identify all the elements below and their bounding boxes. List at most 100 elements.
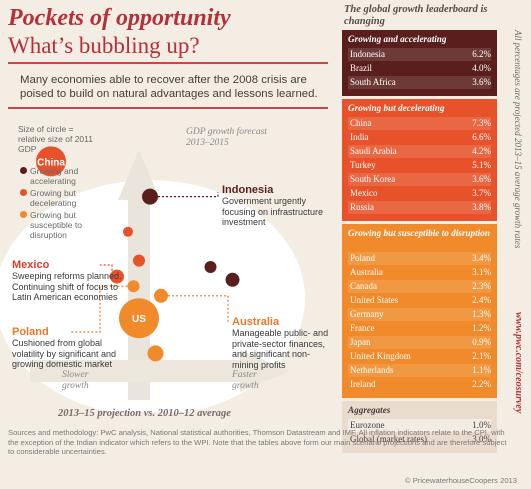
- leaderboard-value: 2.3%: [472, 281, 491, 291]
- leaderboard-row: France 1.2%: [348, 322, 491, 335]
- bubble-point-0-1: [204, 261, 217, 273]
- leaderboard-value: 6.2%: [472, 49, 491, 59]
- up-arrow-shape: [118, 150, 160, 400]
- bubble-germany: [147, 345, 164, 362]
- leaderboard-value: 3.4%: [472, 253, 491, 263]
- leaderboard-row: Germany 1.3%: [348, 308, 491, 321]
- leaderboard-value: 3.8%: [472, 202, 491, 212]
- leaderboard-value: 6.6%: [472, 132, 491, 142]
- annotation-indonesia-title: Indonesia: [222, 184, 274, 196]
- leaderboard-country: South Korea: [350, 174, 396, 184]
- leaderboard-value: 7.3%: [472, 118, 491, 128]
- leaderboard-group-header: Growing but susceptible to disruption: [348, 228, 490, 238]
- leaderboard-row: Australia 3.1%: [348, 266, 491, 279]
- leaderboard-row: Poland 3.4%: [348, 252, 491, 265]
- leaderboard-value: 3.6%: [472, 77, 491, 87]
- bubble-australia: [154, 288, 168, 303]
- leaderboard-country: Ireland: [350, 379, 376, 389]
- leaderboard-group-header: Growing but decelerating: [348, 103, 445, 113]
- leaderboard-row: Netherlands 1.1%: [348, 364, 491, 377]
- leaderboard-value: 4.0%: [472, 63, 491, 73]
- legend-dot-icon: [20, 189, 27, 196]
- leaderboard-value: 2.1%: [472, 351, 491, 361]
- title-rule: [8, 62, 328, 64]
- leader-line-australia: [168, 295, 229, 322]
- leaderboard-value: 2.4%: [472, 295, 491, 305]
- leaderboard-country: India: [350, 132, 369, 142]
- leaderboard-row: Mexico 3.7%: [348, 187, 491, 200]
- leaderboard-country: Turkey: [350, 160, 376, 170]
- leaderboard-country: France: [350, 323, 375, 333]
- leaderboard-country: Russia: [350, 202, 375, 212]
- leaderboard-country: Eurozone: [350, 420, 385, 430]
- leaderboard-row: Japan 0.9%: [348, 336, 491, 349]
- leaderboard-row: South Africa 3.6%: [348, 76, 491, 89]
- annotation-indonesia-body: Government urgently focusing on infrastr…: [222, 196, 324, 227]
- legend-dot-icon: [20, 211, 27, 218]
- leaderboard-row: South Korea 3.6%: [348, 173, 491, 186]
- page-subtitle: What’s bubbling up?: [8, 33, 200, 58]
- leaderboard-value: 4.2%: [472, 146, 491, 156]
- leaderboard-value: 3.6%: [472, 174, 491, 184]
- survey-url-link[interactable]: www.pwc.com/ceosurvey: [513, 312, 524, 414]
- bubble-china: [36, 146, 66, 177]
- leaderboard-row: Saudi Arabia 4.2%: [348, 145, 491, 158]
- legend-dot-icon: [20, 167, 27, 174]
- bubble-chart: China US: [0, 146, 305, 412]
- leaderboard-row: United Kingdom 2.1%: [348, 350, 491, 363]
- bubble-mexico: [110, 269, 124, 284]
- leaderboard-group-header: Aggregates: [348, 405, 391, 415]
- leaderboard-row: India 6.6%: [348, 131, 491, 144]
- bubble-point-1-2: [123, 226, 133, 237]
- legend-item-susceptible: Growing but susceptible to disruption: [20, 210, 98, 240]
- leaderboard-country: China: [350, 118, 372, 128]
- leaderboard-country: United Kingdom: [350, 351, 411, 361]
- leaderboard-value: 1.2%: [472, 323, 491, 333]
- annotation-mexico-body: Sweeping reforms planned. Continuing shi…: [12, 271, 122, 302]
- leaderboard-group: Growing and accelerating Indonesia 6.2% Bra…: [342, 30, 497, 96]
- leaderboard-vertical-note: All percentages are projected 2013–15 av…: [513, 30, 523, 249]
- leaderboard-group: Growing but susceptible to disruption Pol…: [342, 224, 497, 398]
- leaderboard-country: Canada: [350, 281, 377, 291]
- leaderboard-row: China 7.3%: [348, 117, 491, 130]
- annotation-australia-body: Manageable public- and private-sector fi…: [232, 328, 329, 370]
- leaderboard-row: Brazil 4.0%: [348, 62, 491, 75]
- leaderboard-country: Global (market rates): [350, 434, 427, 444]
- bubble-point-0-2: [225, 272, 240, 287]
- annotation-mexico-title: Mexico: [12, 259, 50, 271]
- leaderboard-row: Indonesia 6.2%: [348, 48, 491, 61]
- x-axis-caption: 2013–15 projection vs. 2010–12 average: [58, 408, 231, 419]
- leaderboard-country: Saudi Arabia: [350, 146, 397, 156]
- leaderboard-value: 1.0%: [472, 420, 491, 430]
- bubble-label-china: China: [37, 157, 65, 168]
- intro-text: Many economies able to recover after the…: [20, 74, 318, 100]
- leaderboard-row: Turkey 5.1%: [348, 159, 491, 172]
- leaderboard-country: Australia: [350, 267, 383, 277]
- leaderboard-row: United States 2.4%: [348, 294, 491, 307]
- leader-line-poland: [70, 285, 128, 333]
- leaderboard-country: Brazil: [350, 63, 372, 73]
- leaderboard-group: Aggregates Eurozone 1.0% Global (market rat…: [342, 401, 497, 453]
- growth-arrows: [30, 150, 290, 400]
- sources-note: Sources and methodology: PwC analysis, N…: [8, 428, 507, 456]
- leaderboard-title: The global growth leaderboard is changin…: [344, 4, 488, 27]
- page-title: Pockets of opportunity: [8, 5, 231, 31]
- legend-item-accelerating: Growing and accelerating: [20, 166, 98, 186]
- x-axis-low-label: Slower growth: [62, 370, 89, 391]
- leaderboard-country: Mexico: [350, 188, 378, 198]
- leaderboard-value: 2.2%: [472, 379, 491, 389]
- leaderboard-value: 3.7%: [472, 188, 491, 198]
- leaderboard-value: 3.0%: [472, 434, 491, 444]
- bubble-us: [119, 298, 159, 339]
- right-arrow-shape: [30, 350, 290, 392]
- bubble-point-1-3: [133, 254, 145, 267]
- leaderboard-country: Germany: [350, 309, 384, 319]
- leaderboard-value: 1.1%: [472, 365, 491, 375]
- leader-line-indonesia: [158, 192, 219, 198]
- chart-title: GDP growth forecast 2013–2015: [186, 127, 267, 148]
- leaderboard-value: 5.1%: [472, 160, 491, 170]
- leaderboard-country: South Africa: [350, 77, 396, 87]
- leaderboard-value: 0.9%: [472, 337, 491, 347]
- leaderboard-country: Poland: [350, 253, 376, 263]
- leaderboard-value: 1.3%: [472, 309, 491, 319]
